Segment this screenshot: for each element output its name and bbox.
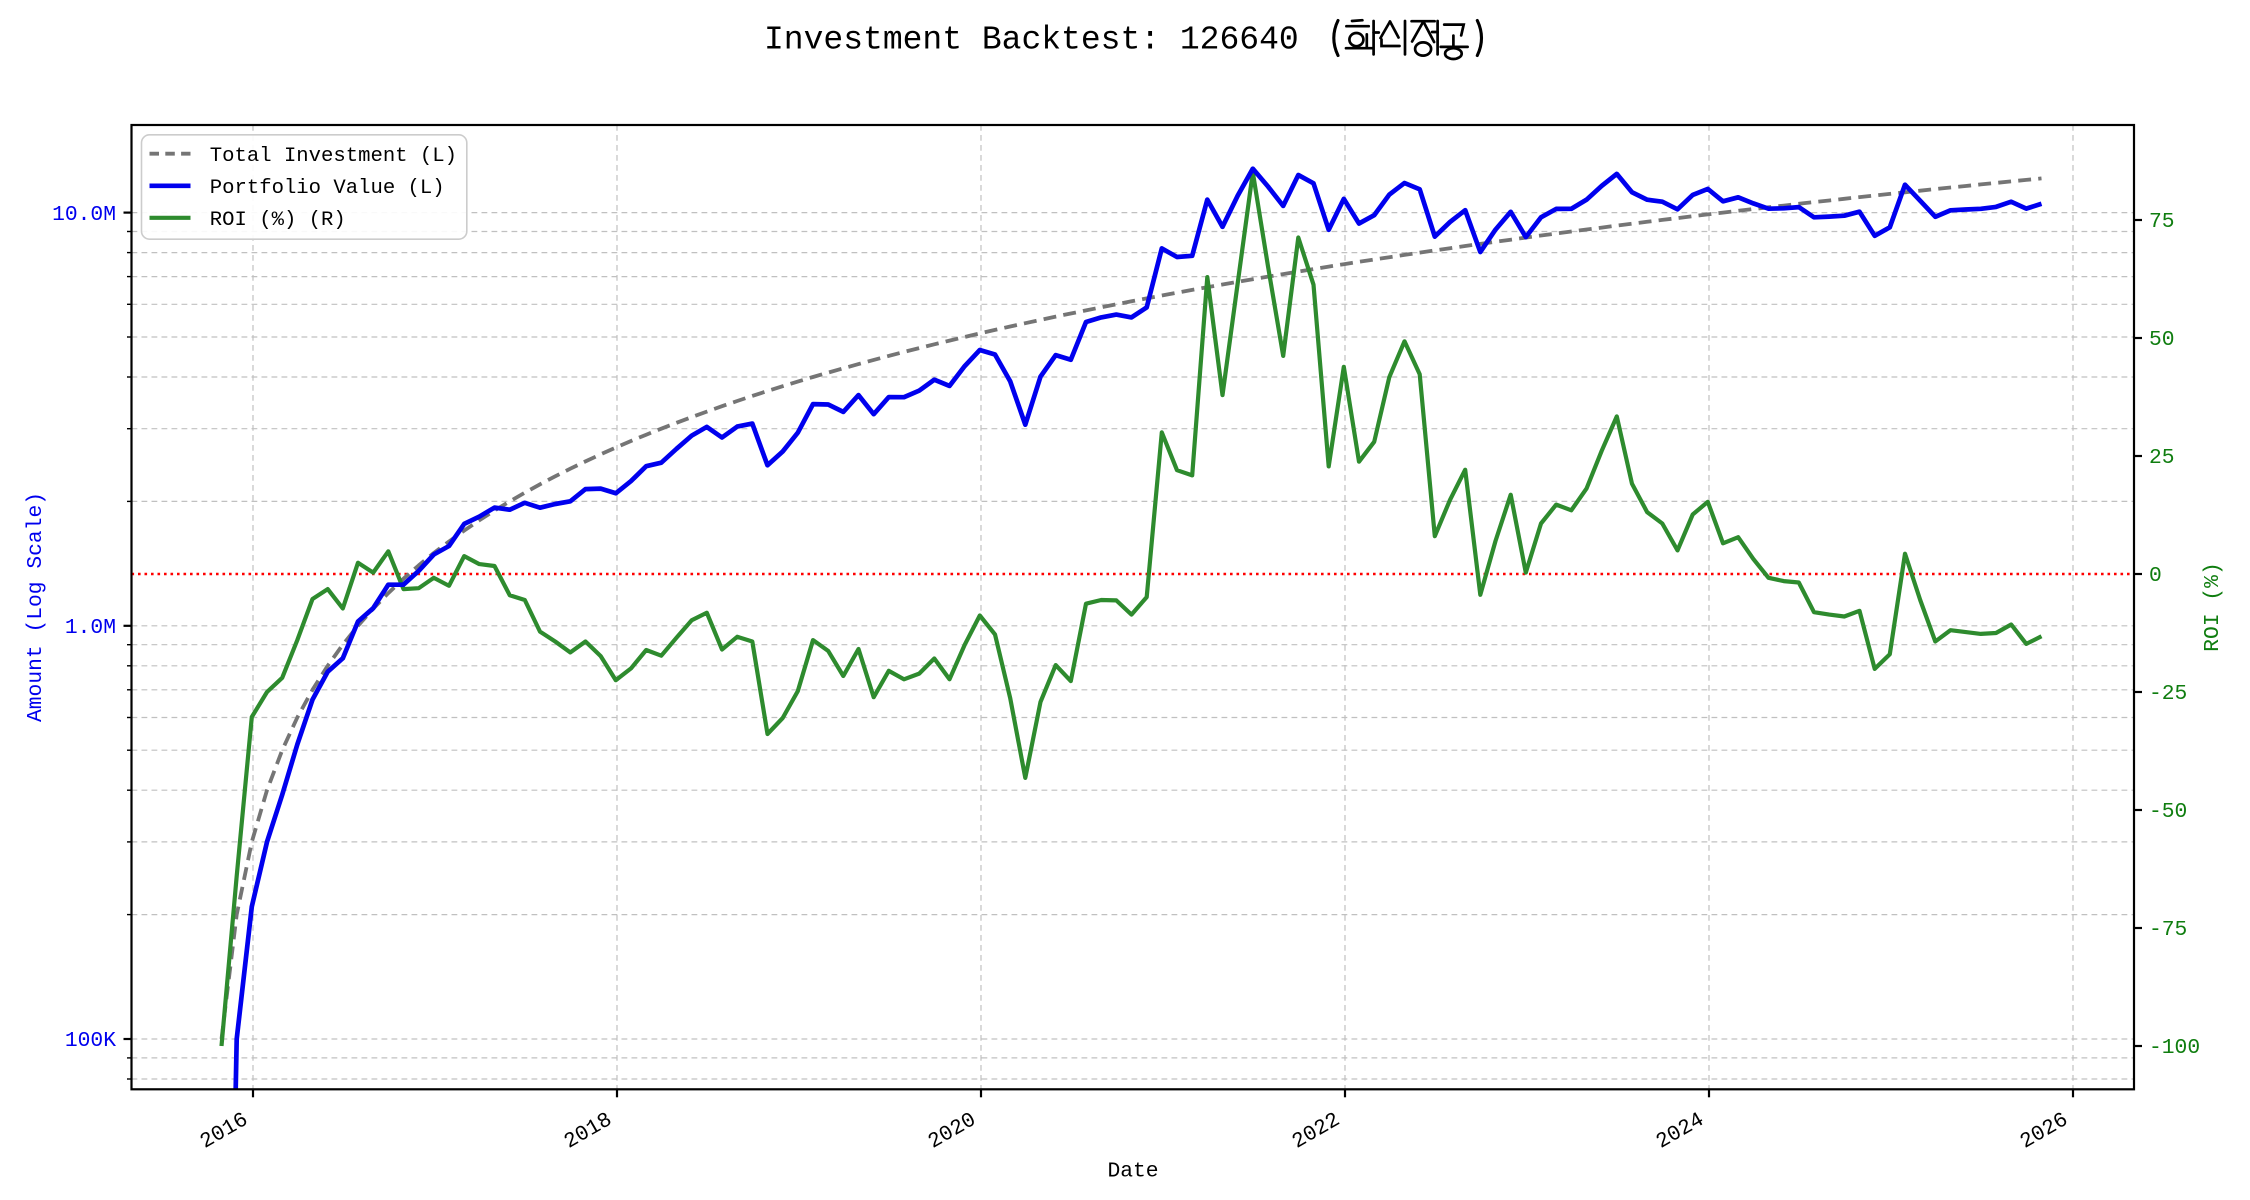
svg-text:Investment Backtest: 126640: Investment Backtest: 126640 (764, 21, 1299, 58)
svg-text:100K: 100K (65, 1029, 116, 1053)
svg-text:-100: -100 (2149, 1036, 2200, 1060)
svg-text:10.0M: 10.0M (52, 203, 116, 227)
svg-text:-25: -25 (2149, 682, 2187, 706)
svg-text:25: 25 (2149, 446, 2175, 470)
svg-text:50: 50 (2149, 328, 2175, 352)
svg-text:ROI (%): ROI (%) (2201, 562, 2225, 651)
svg-text:0: 0 (2149, 564, 2162, 588)
svg-text:Date: Date (1107, 1160, 1158, 1184)
svg-text:75: 75 (2149, 210, 2175, 234)
svg-text:Amount (Log Scale): Amount (Log Scale) (24, 492, 48, 722)
svg-text:1.0M: 1.0M (65, 616, 116, 640)
svg-text:Portfolio Value (L): Portfolio Value (L) (210, 177, 445, 200)
svg-text:-75: -75 (2149, 918, 2187, 942)
svg-text:-50: -50 (2149, 800, 2187, 824)
svg-text:Total Investment (L): Total Investment (L) (210, 145, 457, 168)
svg-text:ROI (%) (R): ROI (%) (R) (210, 209, 346, 232)
